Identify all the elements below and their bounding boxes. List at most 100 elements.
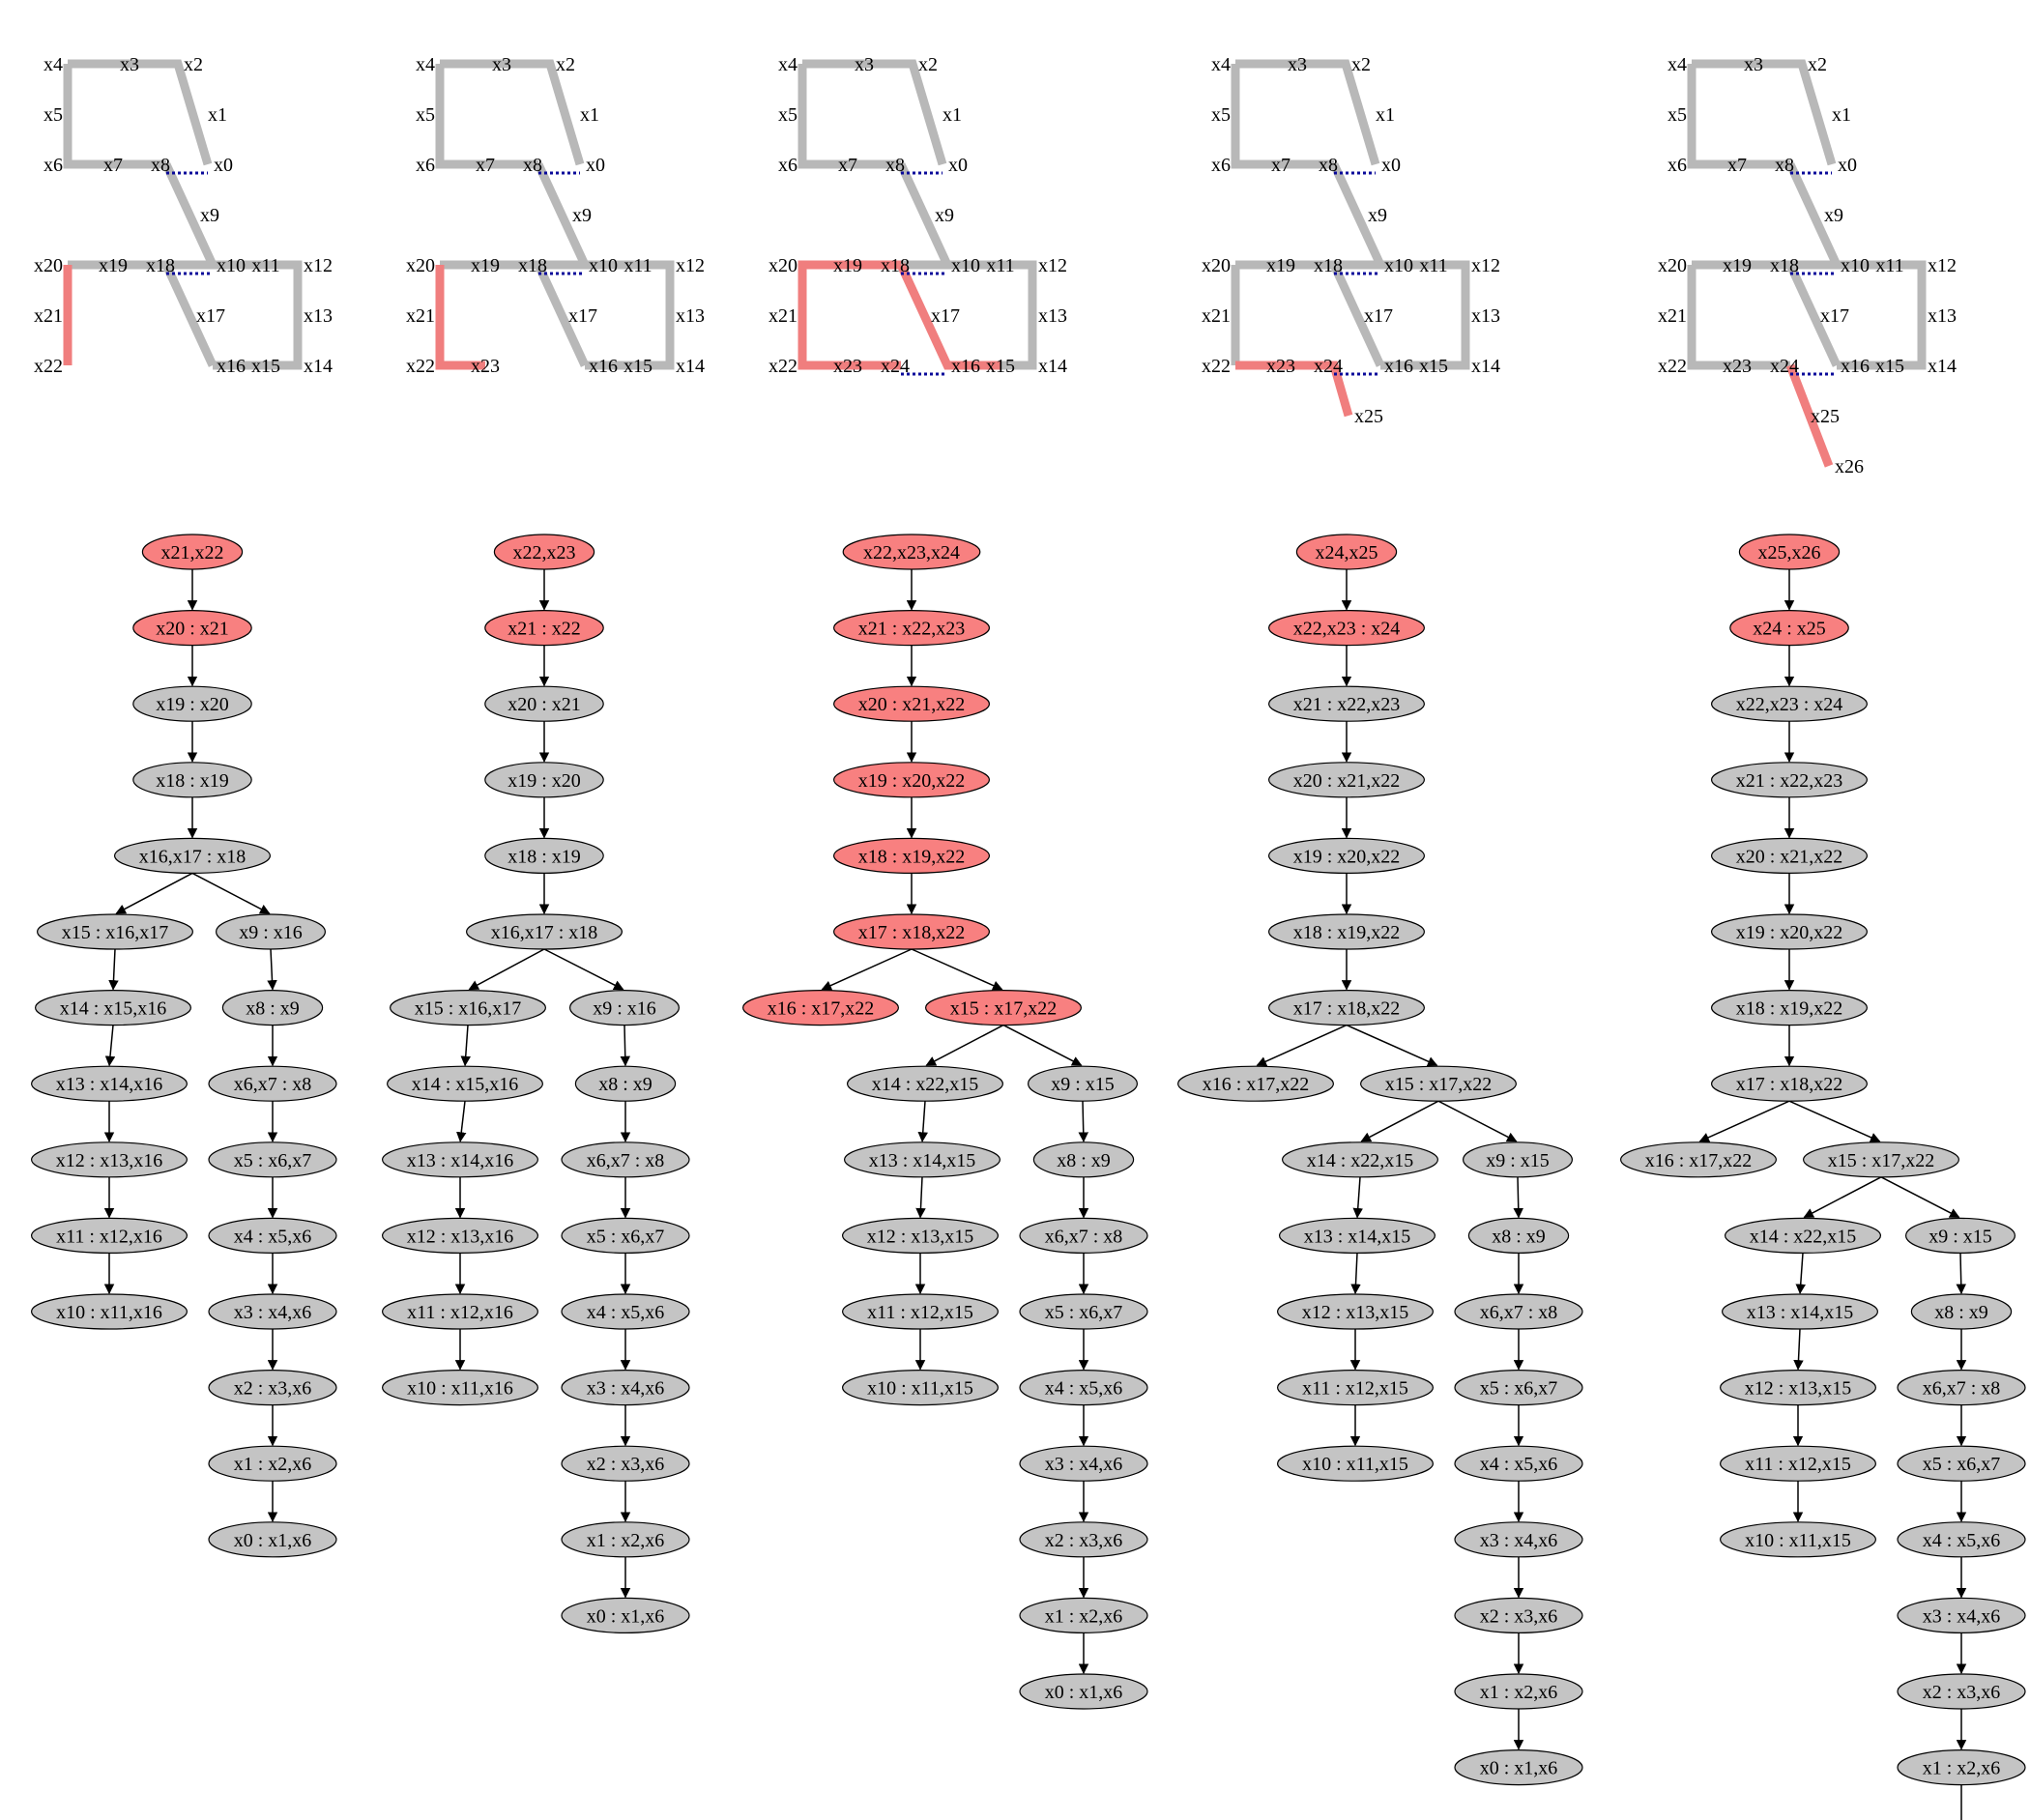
tree-edge <box>1880 1176 1960 1219</box>
tree-node-ellipse <box>484 609 604 647</box>
graph-edge <box>798 64 901 169</box>
tree-node-ellipse <box>132 762 252 798</box>
tree-node: x0 : x1,x6 <box>208 1521 337 1558</box>
tree-node-label: x4 : x5,x6 <box>587 1302 665 1323</box>
tree-node: x17 : x18,x22 <box>832 913 990 950</box>
tree-node-label: x20 : x21,x22 <box>858 694 966 715</box>
tree-node: x21 : x22,x23 <box>832 609 990 647</box>
tree-node-label: x9 : x15 <box>1051 1074 1115 1095</box>
tree-edge <box>917 1101 928 1142</box>
tree-node-label: x11 : x12,x15 <box>1745 1454 1851 1475</box>
graph-label-x16: x16 <box>217 356 246 377</box>
tree-node-label: x19 : x20,x22 <box>1293 846 1401 867</box>
tree-node: x5 : x6,x7 <box>1897 1445 2026 1482</box>
graph-label-x4: x4 <box>778 54 798 75</box>
tree-node: x10 : x11,x16 <box>30 1293 188 1330</box>
tree-node-ellipse <box>1019 1673 1148 1710</box>
tree-node: x9 : x16 <box>216 913 327 950</box>
tree-node: x13 : x14,x15 <box>1721 1293 1878 1330</box>
tree-node: x15 : x16,x17 <box>390 989 547 1026</box>
graph-label-x22: x22 <box>1658 356 1687 377</box>
graph-edge-highlight <box>798 260 901 370</box>
tree-node-ellipse <box>832 837 990 875</box>
graph-label-x22: x22 <box>768 356 798 377</box>
graph-edge <box>1231 64 1334 169</box>
graph-label-x7: x7 <box>476 155 495 176</box>
tree-node-ellipse <box>1467 1217 1570 1255</box>
graph-label-x22: x22 <box>1202 356 1231 377</box>
tree-node-label: x15 : x16,x17 <box>415 998 522 1020</box>
graph-label-x8: x8 <box>523 155 542 176</box>
tree-node: x4 : x5,x6 <box>1897 1521 2026 1558</box>
tree-node: x8 : x9 <box>1910 1293 2013 1330</box>
tree-node: x6,x7 : x8 <box>208 1065 337 1102</box>
tree-node-label: x20 : x21,x22 <box>1736 846 1843 867</box>
graph-label-x17: x17 <box>931 305 960 327</box>
tree-edge <box>1795 1253 1806 1295</box>
tree-node: x1 : x2,x6 <box>561 1521 690 1558</box>
graph-label-x13: x13 <box>1038 305 1067 327</box>
graph-label-x20: x20 <box>34 255 63 276</box>
graph-edge <box>63 64 166 169</box>
tree-node: x14 : x22,x15 <box>846 1065 1003 1102</box>
tree-node: x13 : x14,x16 <box>382 1141 539 1178</box>
tree-node: x15 : x17,x22 <box>1802 1141 1959 1178</box>
graph-label-x9: x9 <box>200 205 219 226</box>
tree-node-ellipse <box>1897 1445 2026 1482</box>
graph-label-x15: x15 <box>251 356 280 377</box>
graph-edge <box>1329 162 1385 267</box>
tree-node: x11 : x12,x15 <box>841 1293 999 1330</box>
graph-label-x5: x5 <box>778 104 798 126</box>
tree-node-label: x1 : x2,x6 <box>1480 1682 1558 1703</box>
graph-label-x2: x2 <box>556 54 575 75</box>
graph-edge <box>435 64 538 169</box>
graph-label-x18: x18 <box>881 255 910 276</box>
tree-node: x22,x23 : x24 <box>1710 685 1868 722</box>
tree-node: x14 : x22,x15 <box>1724 1217 1881 1255</box>
graph-label-x1: x1 <box>942 104 962 126</box>
tree-node-ellipse <box>208 1445 337 1482</box>
tree-node-label: x13 : x14,x15 <box>1304 1226 1411 1247</box>
tree-node-ellipse <box>561 1445 690 1482</box>
graph-label-x17: x17 <box>196 305 225 327</box>
tree-node-ellipse <box>846 1065 1003 1102</box>
tree-edge <box>115 872 193 914</box>
tree-node: x21 : x22,x23 <box>1710 762 1868 798</box>
tree-node: x0 : x1,x6 <box>1454 1748 1583 1786</box>
graph-label-x2: x2 <box>1808 54 1827 75</box>
tree-node-label: x2 : x3,x6 <box>1045 1530 1123 1551</box>
tree-node-ellipse <box>1267 837 1425 875</box>
tree-node-label: x5 : x6,x7 <box>587 1226 665 1247</box>
tree-node-ellipse <box>1454 1673 1583 1710</box>
graph-label-x1: x1 <box>208 104 227 126</box>
graph-label-x22: x22 <box>406 356 435 377</box>
tree-node: x8 : x9 <box>1467 1217 1570 1255</box>
graph-edge <box>161 263 218 367</box>
graph-label-x18: x18 <box>518 255 547 276</box>
tree-node: x2 : x3,x6 <box>561 1445 690 1482</box>
tree-node-label: x12 : x13,x16 <box>407 1226 514 1247</box>
tree-node: x25,x26 <box>1738 534 1841 570</box>
tree-node-label: x20 : x21,x22 <box>1293 770 1401 792</box>
tree-node-ellipse <box>843 1141 1000 1178</box>
graph-label-x9: x9 <box>1368 205 1387 226</box>
graph-label-x20: x20 <box>406 255 435 276</box>
tree-node: x15 : x17,x22 <box>924 989 1082 1026</box>
tree-node-ellipse <box>1019 1597 1148 1634</box>
tree-node: x13 : x14,x15 <box>1278 1217 1436 1255</box>
graph-label-x15: x15 <box>986 356 1015 377</box>
tree-node-ellipse <box>1721 1293 1878 1330</box>
tree-node-label: x4 : x5,x6 <box>1923 1530 2001 1551</box>
tree-node-ellipse <box>387 1065 544 1102</box>
tree-node-label: x11 : x12,x15 <box>1302 1378 1408 1400</box>
graph-label-x8: x8 <box>151 155 170 176</box>
tree-node: x20 : x21 <box>484 685 604 722</box>
tree-node-label: x15 : x17,x22 <box>1828 1150 1935 1171</box>
tree-node-label: x10 : x11,x16 <box>407 1378 513 1400</box>
graph-label-x8: x8 <box>885 155 905 176</box>
tree-edge <box>1002 1024 1083 1066</box>
graph-label-x0: x0 <box>948 155 968 176</box>
graph-label-x26: x26 <box>1835 456 1864 477</box>
graph-edge <box>68 59 213 166</box>
tree-edge <box>460 1025 471 1067</box>
